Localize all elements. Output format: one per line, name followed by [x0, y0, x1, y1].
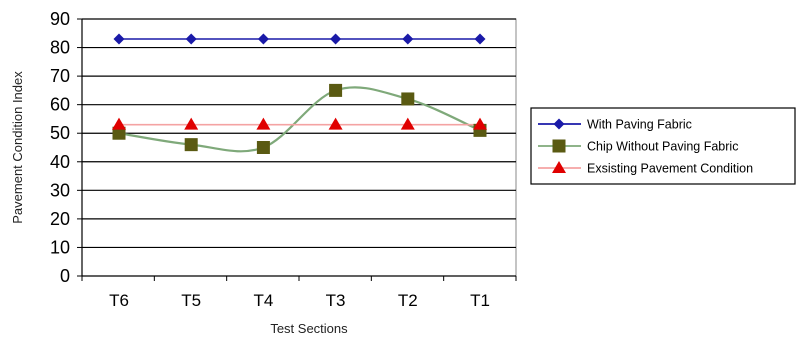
data-point-3: [473, 117, 487, 130]
data-point-2: [184, 138, 198, 152]
data-point-3: [400, 117, 415, 130]
data-point-2: [401, 92, 415, 106]
data-point-1: [185, 33, 197, 45]
x-tick-label: T6: [109, 291, 129, 310]
y-tick-label: 60: [50, 95, 70, 115]
axes: 0 10 20 30 40 50 60 70 80 90 T6 T5 T4 T3 T2 T1: [50, 9, 517, 310]
gridlines: [81, 18, 517, 277]
data-point-3: [328, 117, 343, 130]
legend-marker-1: [553, 118, 565, 130]
data-point-1: [474, 33, 486, 45]
series-line-2: [118, 86, 481, 153]
y-tick-label: 50: [50, 123, 70, 143]
y-tick-label: 0: [60, 266, 70, 286]
data-point-2: [112, 126, 126, 140]
data-point-2: [329, 83, 343, 97]
y-tick-label: 80: [50, 38, 70, 58]
data-point-2: [256, 141, 270, 154]
y-tick-label: 30: [50, 180, 70, 200]
data-point-1: [113, 33, 125, 45]
x-tick-label: T3: [326, 291, 346, 310]
y-tick-label: 20: [50, 209, 70, 229]
y-tick-label: 40: [50, 152, 70, 172]
data-point-3: [256, 117, 271, 130]
x-tick-label: T1: [470, 291, 490, 310]
data-markers: [112, 33, 487, 154]
legend-label-3: Exsisting Pavement Condition: [587, 162, 753, 176]
y-axis-title: Pavement Condition Index: [10, 71, 25, 224]
data-point-1: [330, 33, 342, 45]
x-tick-label: T5: [181, 291, 201, 310]
data-point-3: [184, 117, 199, 130]
plot-area-border: [81, 18, 517, 277]
y-tick-label: 90: [50, 9, 70, 29]
legend: With Paving Fabric Chip Without Paving Fa…: [530, 107, 796, 185]
x-tick-label: T2: [398, 291, 418, 310]
data-point-3: [112, 117, 126, 130]
y-tick-label: 70: [50, 66, 70, 86]
x-tick-label: T4: [253, 291, 273, 310]
legend-marker-3: [552, 161, 566, 173]
data-point-1: [402, 33, 414, 45]
data-point-1: [257, 33, 269, 45]
x-axis-title: Test Sections: [270, 321, 348, 336]
series-lines: [118, 38, 481, 153]
legend-label-1: With Paving Fabric: [587, 118, 692, 132]
legend-label-2: Chip Without Paving Fabric: [587, 140, 738, 154]
legend-marker-2: [552, 139, 566, 153]
y-tick-label: 10: [50, 237, 70, 257]
